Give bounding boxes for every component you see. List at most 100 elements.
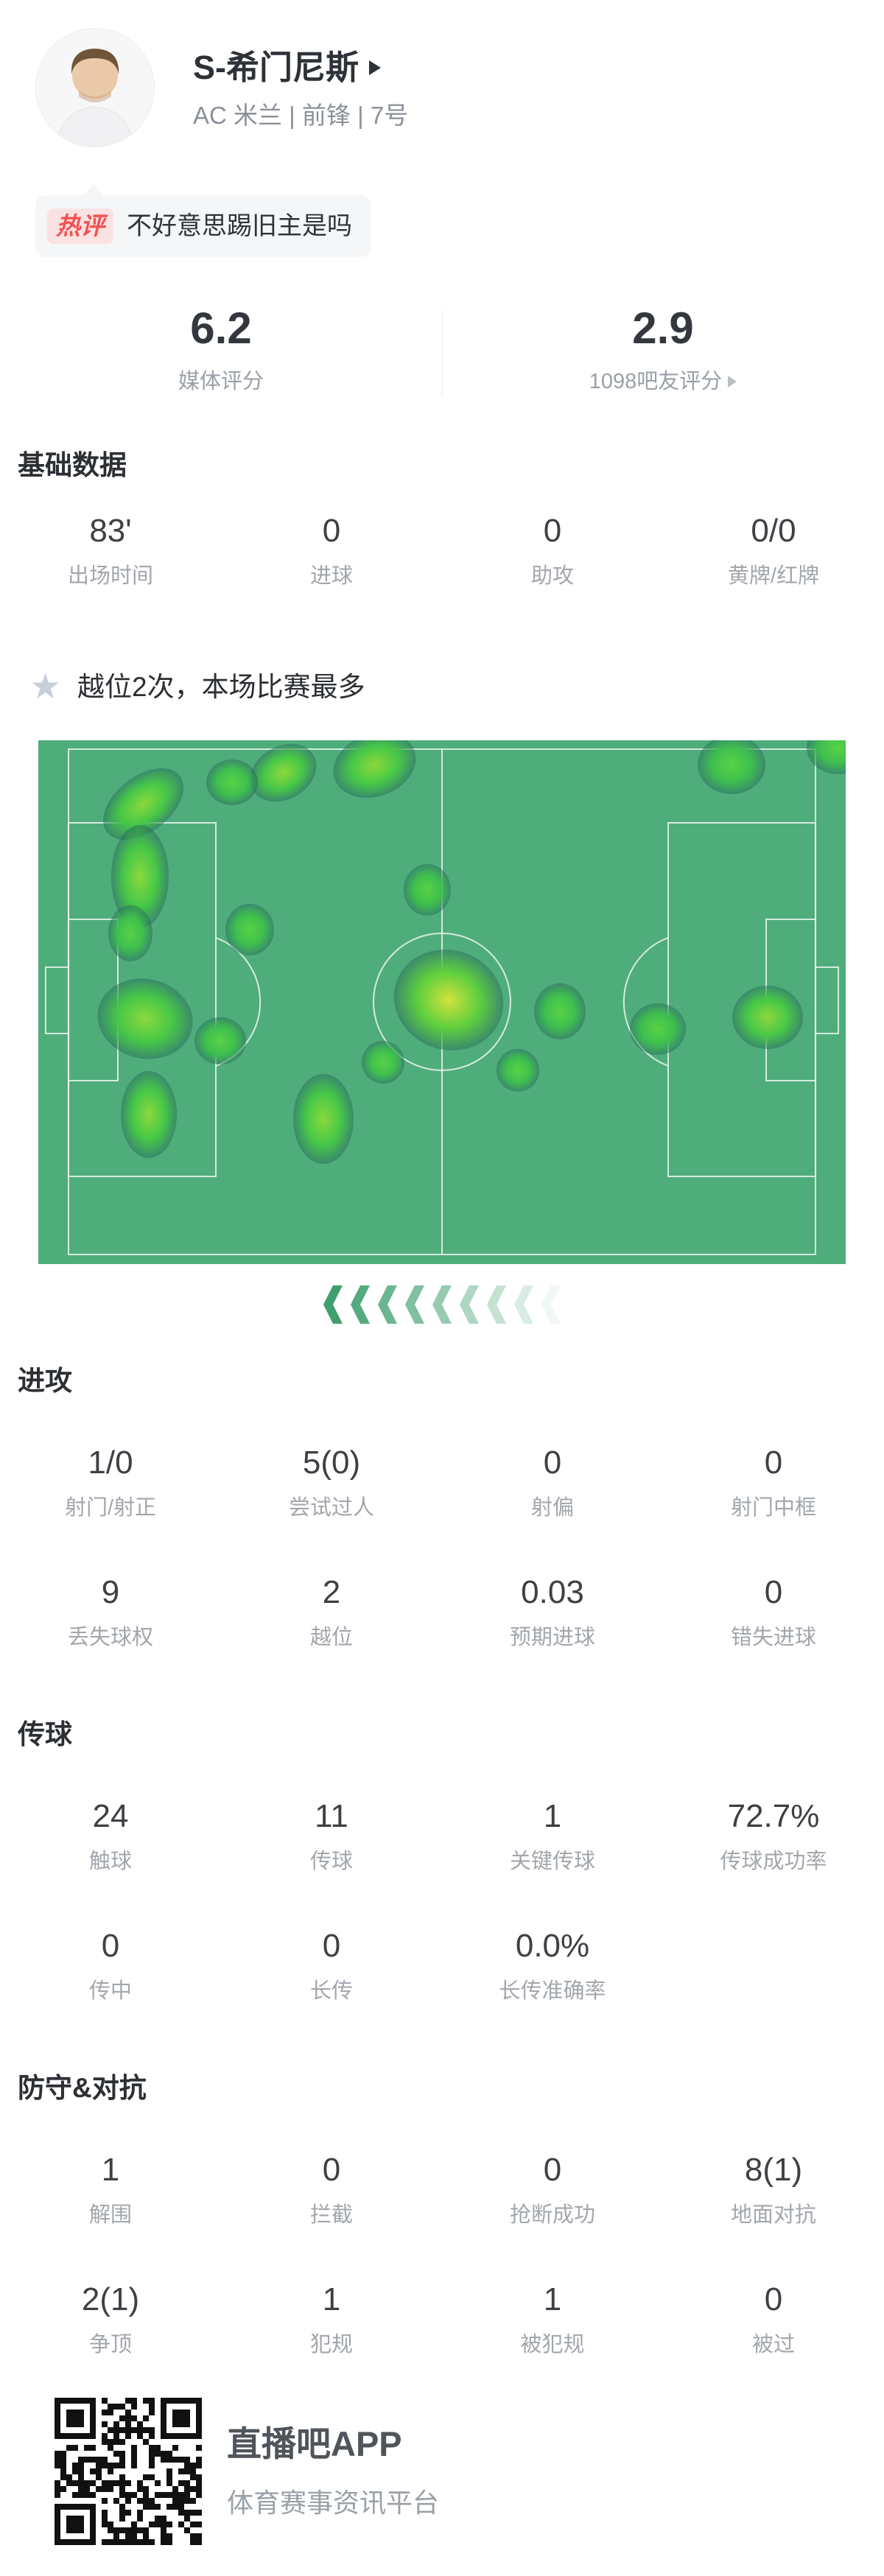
stat-value: 83' — [89, 513, 132, 549]
section-basic-stats: 基础数据 83' 出场时间 0 进球 0 助攻 0/0 黄牌/红牌 — [0, 449, 884, 587]
media-rating-label: 媒体评分 — [0, 371, 442, 393]
chevron-left-icon — [351, 1285, 370, 1324]
fan-rating[interactable]: 2.9 1098吧友评分 — [442, 306, 884, 393]
hot-comment-text: 不好意思踢旧主是吗 — [127, 212, 352, 240]
section-defense: 防守&对抗 1 解围 0 拦截 0 抢断成功 8(1) 地面对抗 2(1) 争顶 1 犯规 1 被犯规 0 被过 — [0, 2072, 884, 2356]
heatmap-pitch — [38, 740, 846, 1264]
section-passing: 传球 24 触球 11 传球 1 关键传球 72.7% 传球成功率 0 传中 0 长传 0.0% 长传准确率 — [0, 1719, 884, 2002]
stat-item: 0 长传 — [221, 1929, 442, 2003]
footer-text: 直播吧APP 体育赛事资讯平台 — [227, 2426, 439, 2517]
stat-value: 0 — [322, 513, 341, 549]
stat-item: 5(0) 尝试过人 — [221, 1445, 442, 1520]
stat-label: 长传 — [309, 1979, 353, 2003]
stat-value: 0 — [764, 1574, 783, 1610]
stat-value: 1 — [543, 1798, 562, 1834]
section-title: 防守&对抗 — [18, 2073, 147, 2103]
heat-spot — [293, 1074, 354, 1164]
highlight-note: ★ 越位2次，本场比赛最多 — [29, 668, 884, 706]
stat-item: 9 丢失球权 — [0, 1575, 221, 1649]
stat-label: 射门中框 — [730, 1496, 816, 1520]
heat-spot — [732, 986, 803, 1049]
stat-value: 1 — [101, 2152, 120, 2188]
stat-value: 0 — [101, 1928, 120, 1964]
stat-label: 地面对抗 — [730, 2203, 816, 2227]
stat-label: 关键传球 — [509, 1850, 595, 1873]
stat-item: 0 拦截 — [221, 2152, 442, 2227]
stat-label: 出场时间 — [67, 564, 153, 588]
stat-label: 抢断成功 — [509, 2203, 595, 2227]
qr-code — [55, 2398, 202, 2545]
stat-label: 被过 — [751, 2333, 795, 2356]
section-title: 传球 — [18, 1719, 72, 1749]
stat-value: 5(0) — [302, 1445, 361, 1481]
stat-value: 72.7% — [727, 1798, 820, 1834]
stat-label: 传中 — [88, 1979, 132, 2003]
section-title: 基础数据 — [18, 450, 127, 480]
stat-label: 预期进球 — [509, 1626, 595, 1649]
player-name-row[interactable]: S-希门尼斯 — [193, 49, 408, 87]
stat-item: 2 越位 — [221, 1575, 442, 1649]
stat-value: 11 — [315, 1798, 348, 1834]
app-tagline: 体育赛事资讯平台 — [227, 2488, 440, 2518]
player-header: S-希门尼斯 AC 米兰 | 前锋 | 7号 — [0, 0, 884, 147]
stat-label: 拦截 — [309, 2203, 353, 2227]
stat-label: 传球成功率 — [720, 1850, 827, 1873]
stat-item: 11 传球 — [221, 1799, 442, 1873]
media-rating: 6.2 媒体评分 — [0, 306, 442, 393]
stat-value: 1 — [543, 2281, 562, 2317]
highlight-note-text: 越位2次，本场比赛最多 — [77, 672, 365, 702]
stat-label: 助攻 — [530, 564, 574, 588]
stat-label: 射门/射正 — [64, 1496, 157, 1520]
stat-item: 1 被犯规 — [442, 2282, 663, 2356]
chevron-left-icon — [323, 1285, 343, 1324]
stat-value: 24 — [92, 1798, 129, 1834]
heat-spot — [630, 1003, 686, 1055]
stat-value: 2(1) — [81, 2281, 140, 2317]
stat-row: 1/0 射门/射正 5(0) 尝试过人 0 射偏 0 射门中框 — [0, 1445, 884, 1520]
stat-label: 错失进球 — [730, 1626, 816, 1649]
stat-item: 0 错失进球 — [663, 1575, 884, 1649]
heat-spot — [379, 933, 518, 1066]
stat-label: 黄牌/红牌 — [727, 564, 820, 588]
hot-comment-badge: 热评 — [47, 208, 113, 244]
heat-spot — [534, 983, 586, 1039]
momentum-chevrons — [0, 1285, 884, 1324]
stat-item: 0 传中 — [0, 1928, 221, 2003]
stat-item: 1 犯规 — [221, 2282, 442, 2356]
heat-spot — [121, 1071, 177, 1158]
stat-item: 2(1) 争顶 — [0, 2282, 221, 2356]
stat-value: 8(1) — [744, 2152, 803, 2188]
app-name: 直播吧APP — [227, 2424, 402, 2463]
stat-item: 0 射偏 — [442, 1445, 663, 1520]
chevron-left-icon — [405, 1285, 424, 1324]
stat-item: 1 关键传球 — [442, 1799, 663, 1873]
player-avatar — [35, 28, 155, 147]
stat-value: 2 — [322, 1574, 341, 1610]
heat-spot — [404, 864, 451, 916]
chevron-left-icon — [378, 1285, 397, 1324]
stat-value: 0.03 — [521, 1574, 584, 1610]
stat-item: 0 助攻 — [442, 513, 663, 588]
stat-item: 24 触球 — [0, 1799, 221, 1873]
stat-label: 进球 — [309, 564, 353, 588]
stat-item: 0 射门中框 — [663, 1445, 884, 1520]
section-attack: 进攻 1/0 射门/射正 5(0) 尝试过人 0 射偏 0 射门中框 9 丢失球权 2 越位 0.03 预期… — [0, 1365, 884, 1649]
stat-value: 0/0 — [751, 513, 796, 549]
hot-comment-bubble[interactable]: 热评 不好意思踢旧主是吗 — [35, 184, 371, 257]
heat-spot — [206, 759, 258, 805]
heat-spot — [225, 904, 274, 955]
heat-spot — [698, 740, 765, 794]
stat-value: 9 — [101, 1574, 120, 1610]
heat-spot — [806, 740, 846, 774]
stat-item: 8(1) 地面对抗 — [663, 2152, 884, 2227]
stat-value: 0 — [322, 2152, 341, 2188]
heat-spot — [108, 905, 152, 961]
chevron-left-icon — [541, 1285, 561, 1324]
stat-item: 1 解围 — [0, 2152, 221, 2227]
stat-item-empty — [663, 1929, 884, 2002]
stat-item: 0.0% 长传准确率 — [442, 1929, 663, 2003]
chevron-left-icon — [460, 1285, 479, 1324]
chevron-left-icon — [487, 1285, 506, 1324]
star-icon: ★ — [29, 667, 62, 706]
